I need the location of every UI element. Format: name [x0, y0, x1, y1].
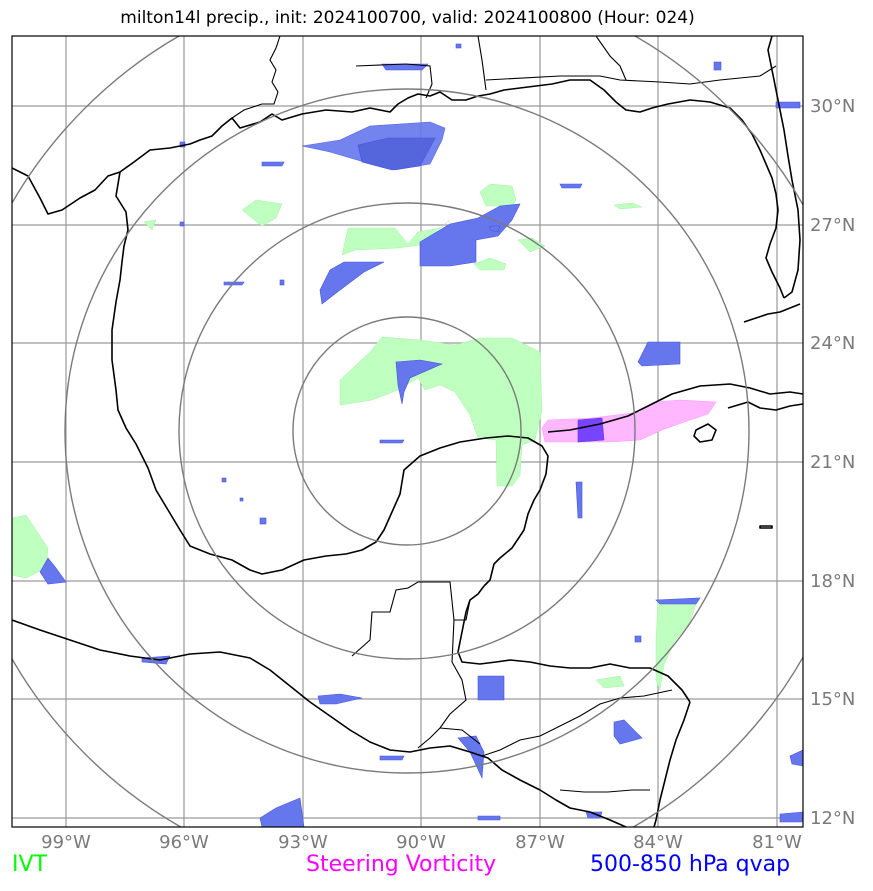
coastline-central-america-pacific [12, 619, 627, 827]
qvap-area [789, 749, 803, 767]
lat-label: 27°N [810, 215, 855, 236]
qvap-area [381, 63, 429, 71]
qvap-area [317, 693, 363, 705]
qvap-area [637, 341, 681, 367]
qvap-area [357, 137, 436, 171]
qvap-area [221, 477, 227, 483]
coastlines [12, 36, 803, 827]
ivt-field [12, 183, 699, 691]
border-guatemala-honduras [417, 661, 467, 749]
qvap-area [239, 497, 244, 502]
qvap-area [655, 597, 701, 605]
qvap-area [477, 815, 501, 821]
lon-label: 93°W [278, 832, 328, 853]
lat-label: 24°N [810, 333, 855, 354]
qvap-area [319, 261, 385, 305]
border-guatemala-belize [454, 599, 471, 621]
latitude-labels: 30°N 27°N 24°N 21°N 18°N 15°N 12°N [810, 96, 855, 829]
political-borders [231, 36, 777, 793]
qvap-area [179, 221, 185, 227]
border-us-mexico [231, 36, 281, 119]
lon-label: 81°W [752, 832, 802, 853]
coastline-us-atlantic [767, 36, 801, 299]
legend-qvap: 500-850 hPa qvap [590, 852, 791, 877]
border-louisiana-mississippi [355, 63, 433, 99]
qvap-area [39, 557, 67, 585]
ivt-area [241, 199, 283, 227]
qvap-field [39, 43, 803, 827]
legend-steering-vorticity: Steering Vorticity [306, 852, 497, 877]
ivt-area [655, 597, 699, 691]
border-georgia [595, 36, 627, 81]
border-mississippi-alabama [477, 36, 487, 91]
lat-label: 30°N [810, 96, 855, 117]
qvap-area [559, 183, 583, 189]
qvap-area [575, 481, 583, 519]
qvap-area [775, 101, 801, 109]
border-nicaragua-costarica [559, 789, 650, 793]
qvap-area [477, 675, 505, 701]
border-alabama-florida [485, 65, 777, 85]
border-mexico-guatemala [351, 581, 455, 663]
qvap-area [489, 225, 501, 233]
qvap-area [261, 161, 285, 167]
qvap-area [259, 517, 267, 525]
qvap-area [379, 755, 405, 761]
coastline-cuba-south [727, 401, 803, 411]
lon-label: 87°W [515, 832, 565, 853]
qvap-area [713, 61, 722, 71]
qvap-area [279, 279, 285, 286]
coastline-isle-of-youth [693, 423, 717, 443]
lon-label: 90°W [396, 832, 446, 853]
range-ring [292, 316, 522, 546]
qvap-area [634, 635, 642, 643]
range-ring [64, 88, 750, 774]
coastline-cuba [547, 383, 803, 433]
lon-label: 84°W [633, 832, 683, 853]
qvap-area [379, 439, 405, 444]
qvap-area [585, 811, 603, 819]
qvap-area [577, 417, 605, 443]
lon-label: 96°W [159, 832, 209, 853]
ivt-area [341, 219, 451, 256]
map-frame [11, 35, 804, 828]
coastline-swan [759, 525, 773, 529]
qvap-area [455, 43, 462, 49]
legend-ivt: IVT [12, 852, 47, 877]
range-ring [178, 202, 636, 660]
longitude-labels: 99°W 96°W 93°W 90°W 87°W 84°W 81°W [41, 832, 802, 853]
coastline-mexico-east [111, 171, 549, 587]
coastline-florida-keys [743, 303, 801, 323]
ivt-area [517, 237, 546, 253]
qvap-area [779, 811, 803, 823]
lat-label: 21°N [810, 452, 855, 473]
graticule [12, 36, 803, 827]
border-honduras-nicaragua [481, 689, 673, 757]
lat-label: 12°N [810, 808, 855, 829]
coastline-nicaragua-costa-rica [653, 701, 691, 827]
map-title: milton14l precip., init: 2024100700, val… [120, 8, 695, 28]
ivt-area [473, 257, 507, 271]
border-honduras-elsalvador [439, 727, 481, 745]
ivt-area [613, 202, 643, 210]
ivt-area [595, 675, 625, 689]
lon-label: 99°W [41, 832, 91, 853]
qvap-area [419, 203, 521, 267]
lat-label: 15°N [810, 689, 855, 710]
ivt-area [143, 219, 157, 231]
lat-label: 18°N [810, 571, 855, 592]
ivt-area [479, 183, 517, 207]
coastline-belize-honduras [457, 585, 691, 703]
qvap-area [613, 719, 643, 745]
qvap-area [395, 359, 444, 405]
qvap-area [259, 797, 305, 827]
coastline-us-gulf [12, 79, 785, 299]
ivt-area [339, 336, 543, 487]
